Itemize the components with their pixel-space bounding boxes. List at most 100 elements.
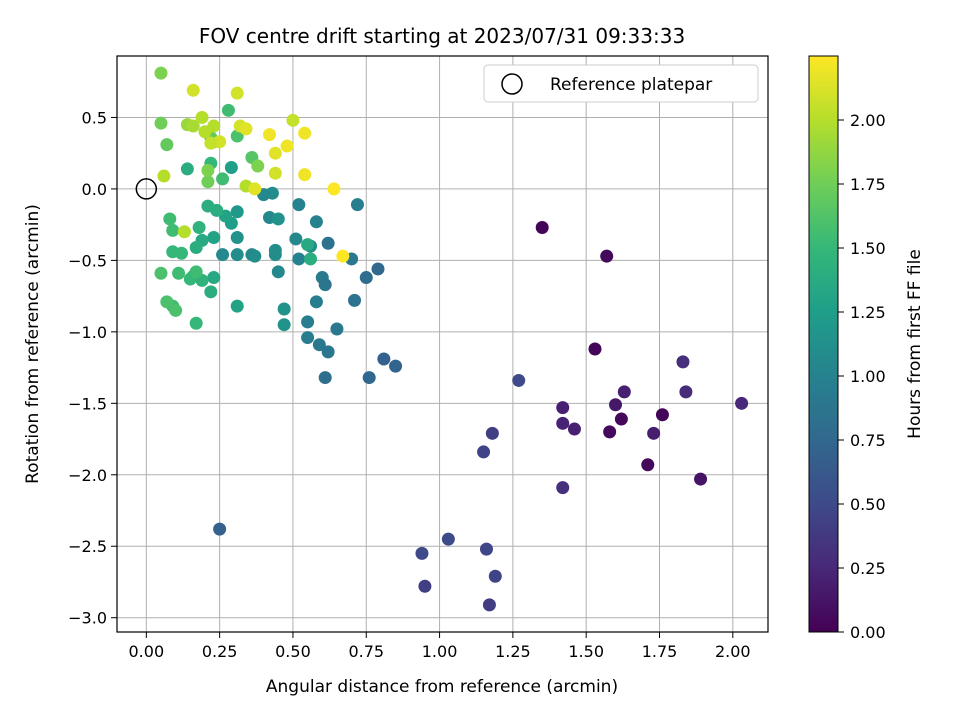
data-point	[415, 546, 429, 560]
legend-marker	[501, 73, 523, 95]
colorbar-tick-label: 0.75	[850, 431, 886, 450]
data-point	[154, 66, 168, 80]
data-point	[216, 248, 230, 262]
data-point	[694, 472, 708, 486]
colorbar-tick-label: 0.50	[850, 495, 886, 514]
data-point	[207, 271, 221, 285]
data-point	[309, 295, 323, 309]
data-point	[318, 371, 332, 385]
data-point	[160, 295, 174, 309]
x-tick-label: 0.75	[348, 642, 384, 661]
data-point	[172, 266, 186, 280]
x-axis-label: Angular distance from reference (arcmin)	[266, 677, 618, 697]
data-point	[230, 248, 244, 262]
data-point	[617, 385, 631, 399]
data-point	[588, 342, 602, 356]
data-point	[192, 221, 206, 235]
data-point	[268, 243, 282, 257]
data-point	[271, 212, 285, 226]
data-point	[477, 445, 491, 459]
data-point	[286, 113, 300, 127]
x-tick-label: 1.00	[422, 642, 458, 661]
x-tick-label: 2.00	[715, 642, 751, 661]
reference-platepar-marker	[135, 178, 158, 200]
data-point	[359, 271, 373, 285]
data-point	[535, 221, 549, 235]
y-tick-label: −3.0	[68, 609, 107, 628]
colorbar-tick-label: 1.75	[850, 175, 886, 194]
data-point	[318, 278, 332, 292]
data-point	[488, 569, 502, 583]
data-point	[277, 302, 291, 316]
data-point	[154, 116, 168, 130]
data-point	[479, 542, 493, 556]
chart-title: FOV centre drift starting at 2023/07/31 …	[199, 24, 685, 48]
y-axis-label: Rotation from reference (arcmin)	[23, 204, 43, 484]
data-point	[362, 371, 376, 385]
colorbar-label: Hours from first FF file	[905, 249, 925, 439]
colorbar-gradient	[808, 55, 839, 633]
data-point	[230, 299, 244, 313]
data-point	[556, 416, 570, 430]
data-point	[312, 338, 326, 352]
data-point	[248, 249, 262, 263]
x-axis-ticks: 0.00 0.25 0.50 0.75 1.00 1.25 1.50 1.75 2.00	[129, 632, 751, 661]
data-point	[676, 355, 690, 369]
legend-label: Reference platepar	[550, 75, 712, 95]
data-point	[262, 128, 276, 142]
data-point	[230, 205, 244, 219]
data-point	[735, 396, 749, 410]
data-point	[641, 458, 655, 472]
data-point	[321, 345, 335, 359]
data-points	[154, 66, 749, 612]
data-point	[248, 182, 262, 196]
data-point	[207, 119, 221, 133]
colorbar-tick-label: 1.00	[850, 367, 886, 386]
plot-area	[116, 55, 769, 633]
data-point	[647, 426, 661, 440]
y-tick-label: 0.0	[82, 180, 107, 199]
data-point	[180, 162, 194, 176]
data-point	[600, 249, 614, 263]
colorbar-tick-label: 0.25	[850, 559, 886, 578]
data-point	[177, 225, 191, 239]
data-point	[298, 126, 312, 140]
data-point	[321, 236, 335, 250]
data-point	[195, 110, 209, 124]
data-point	[301, 331, 315, 345]
data-point	[567, 422, 581, 436]
data-point	[154, 266, 168, 280]
x-gridlines	[145, 56, 734, 632]
legend: Reference platepar	[483, 64, 759, 103]
data-point	[230, 86, 244, 100]
x-tick-label: 1.25	[495, 642, 531, 661]
data-point	[327, 182, 341, 196]
y-tick-label: −2.0	[68, 466, 107, 485]
data-point	[169, 303, 183, 317]
data-point	[330, 322, 344, 336]
data-point	[186, 119, 200, 133]
data-point	[166, 223, 180, 237]
x-tick-label: 0.00	[129, 642, 165, 661]
data-point	[189, 316, 203, 330]
data-point	[201, 175, 215, 189]
data-point	[160, 138, 174, 152]
data-point	[309, 215, 323, 229]
data-point	[301, 315, 315, 329]
x-tick-label: 1.50	[568, 642, 604, 661]
data-point	[418, 579, 432, 593]
y-tick-label: −1.0	[68, 323, 107, 342]
data-point	[210, 203, 224, 217]
data-point	[277, 318, 291, 332]
data-point	[204, 285, 218, 299]
data-point	[251, 159, 265, 173]
data-point	[166, 245, 180, 259]
data-point	[350, 198, 364, 212]
y-tick-label: −0.5	[68, 251, 107, 270]
data-point	[679, 385, 693, 399]
data-point	[280, 139, 294, 153]
data-point	[292, 198, 306, 212]
colorbar-tick-label: 0.00	[850, 623, 886, 642]
data-point	[189, 241, 203, 255]
x-tick-label: 1.75	[642, 642, 678, 661]
